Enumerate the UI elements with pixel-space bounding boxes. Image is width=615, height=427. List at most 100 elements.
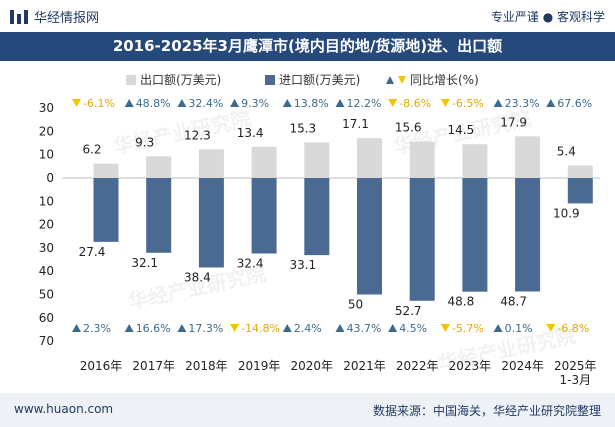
import-growth-down-icon [230, 324, 240, 332]
import-bar [251, 178, 277, 254]
export-growth-down-icon [440, 99, 450, 107]
import-growth-label: 43.7% [347, 322, 382, 335]
export-growth-row: -6.1% 48.8% 32.4% 9.3% 13.8% 12.2% -8.6% -6.5% 2… [72, 97, 592, 110]
export-bar [146, 156, 172, 178]
export-value-label: 5.4 [557, 144, 576, 158]
export-bar [357, 138, 382, 178]
import-bar [146, 178, 172, 253]
export-growth-label: 23.3% [505, 97, 540, 110]
y-tick-label: 60 [39, 311, 54, 325]
export-growth-up-icon [177, 99, 187, 107]
import-bar [567, 178, 593, 204]
export-value-label: 17.1 [342, 117, 369, 131]
export-bar [93, 163, 119, 178]
export-bar [198, 149, 224, 178]
import-growth-row: 2.3% 16.6% 17.3% -14.8% 2.4% 43.7% 4.5% -5.7% 0.… [72, 322, 589, 335]
export-growth-label: 67.6% [557, 97, 592, 110]
export-value-label: 12.3 [184, 128, 211, 142]
import-growth-down-icon [546, 324, 556, 332]
footer: www.huaon.com 数据来源：中国海关，华经产业研究院整理 [0, 393, 615, 427]
import-value-label: 10.9 [553, 206, 580, 220]
export-growth-label: -6.1% [83, 97, 115, 110]
import-growth-label: -14.8% [241, 322, 280, 335]
x-tick-label: 2025年 [554, 359, 597, 373]
x-tick-label: 2020年 [291, 359, 334, 373]
footer-url: www.huaon.com [14, 402, 114, 416]
import-growth-up-icon [72, 324, 81, 332]
y-tick-label: 40 [39, 264, 54, 278]
import-bar [462, 178, 488, 292]
import-bar [515, 178, 541, 292]
import-growth-label: 4.5% [399, 322, 427, 335]
import-growth-up-icon [493, 324, 503, 332]
import-value-label: 50 [348, 298, 363, 312]
export-value-label: 15.6 [395, 121, 422, 135]
import-value-label: 52.7 [395, 304, 422, 318]
x-tick-label: 2021年 [343, 359, 386, 373]
export-bar [515, 136, 541, 178]
export-bar [462, 144, 488, 178]
export-growth-up-icon [282, 99, 292, 107]
export-bar [304, 142, 330, 178]
chart-title: 2016-2025年3月鹰潭市(境内目的地/货源地)进、出口额 [0, 32, 615, 61]
bars [93, 136, 593, 301]
import-growth-label: 16.6% [136, 322, 171, 335]
y-tick-label: 10 [39, 148, 54, 162]
slogan: 专业严谨 ● 客观科学 [490, 10, 605, 24]
x-tick-label: 2022年 [396, 359, 439, 373]
export-growth-up-icon [546, 99, 556, 107]
export-growth-label: 48.8% [136, 97, 171, 110]
brand: 华经情报网 [10, 7, 99, 26]
legend-import-swatch [265, 75, 275, 85]
export-growth-label: -8.6% [399, 97, 431, 110]
import-value-label: 48.8 [448, 295, 475, 309]
import-value-label: 27.4 [79, 245, 106, 259]
import-value-label: 33.1 [289, 258, 316, 272]
y-tick-label: 70 [39, 334, 54, 348]
import-value-label: 32.1 [131, 256, 158, 270]
import-growth-up-icon [388, 324, 398, 332]
import-value-label: 48.7 [500, 294, 527, 308]
export-growth-up-icon [230, 99, 240, 107]
import-bar [93, 178, 119, 242]
export-value-label: 13.4 [237, 126, 264, 140]
legend-export-label: 出口额(万美元) [140, 73, 221, 87]
y-tick-label: 30 [39, 101, 54, 115]
x-tick-label: 2024年 [501, 359, 544, 373]
legend-up-icon [386, 76, 394, 84]
logo-icon [10, 9, 28, 24]
import-growth-up-icon [124, 324, 134, 332]
import-growth-label: 17.3% [188, 322, 223, 335]
watermark: 华经产业研究院 [111, 106, 253, 159]
import-value-label: 32.4 [237, 256, 264, 270]
import-growth-label: -6.8% [557, 322, 589, 335]
x-tick-label: 2023年 [449, 359, 492, 373]
x-tick-label: 1-3月 [559, 373, 591, 387]
legend-export-swatch [126, 75, 136, 85]
import-bar [409, 178, 435, 301]
export-growth-up-icon [124, 99, 134, 107]
export-value-label: 15.3 [289, 121, 316, 135]
import-growth-label: 2.4% [294, 322, 322, 335]
import-growth-up-icon [282, 324, 292, 332]
top-bar: 华经情报网 专业严谨 ● 客观科学 [0, 0, 615, 32]
export-value-label: 14.5 [448, 123, 475, 137]
export-value-label: 17.9 [500, 115, 527, 129]
import-growth-label: 0.1% [505, 322, 533, 335]
y-tick-label: 20 [39, 218, 54, 232]
legend: 出口额(万美元) 进口额(万美元) 同比增长(%) [126, 73, 479, 87]
export-growth-label: 13.8% [294, 97, 329, 110]
export-growth-label: 12.2% [347, 97, 382, 110]
y-tick-label: 10 [39, 194, 54, 208]
import-growth-label: -5.7% [452, 322, 484, 335]
export-growth-label: -6.5% [452, 97, 484, 110]
legend-growth-label: 同比增长(%) [410, 73, 479, 87]
legend-down-icon [398, 76, 406, 84]
x-tick-label: 2019年 [238, 359, 281, 373]
export-bar [251, 146, 277, 178]
export-growth-up-icon [335, 99, 345, 107]
x-axis-labels: 2016年 2017年 2018年 2019年 2020年 2021年 2022年 2023年… [80, 359, 597, 387]
data-source: 数据来源：中国海关，华经产业研究院整理 [372, 404, 601, 418]
